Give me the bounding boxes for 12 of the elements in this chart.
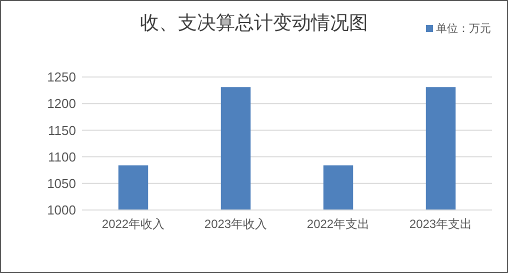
y-tick-label: 1250 — [47, 70, 76, 85]
x-tick-label: 2023年收入 — [204, 217, 268, 231]
y-tick-label: 1050 — [47, 176, 76, 191]
chart-title: 收、支决算总计变动情况图 — [140, 12, 368, 34]
legend-label: 单位：万元 — [436, 22, 491, 35]
x-tick-label: 2023年支出 — [409, 217, 472, 231]
x-tick-label: 2022年支出 — [306, 217, 370, 231]
y-tick-label: 1000 — [47, 202, 76, 218]
y-tick-label: 1200 — [47, 96, 76, 112]
y-tick-label: 1100 — [48, 149, 76, 164]
y-tick-label: 1150 — [48, 122, 76, 138]
x-tick-label: 2022年收入 — [102, 217, 165, 231]
